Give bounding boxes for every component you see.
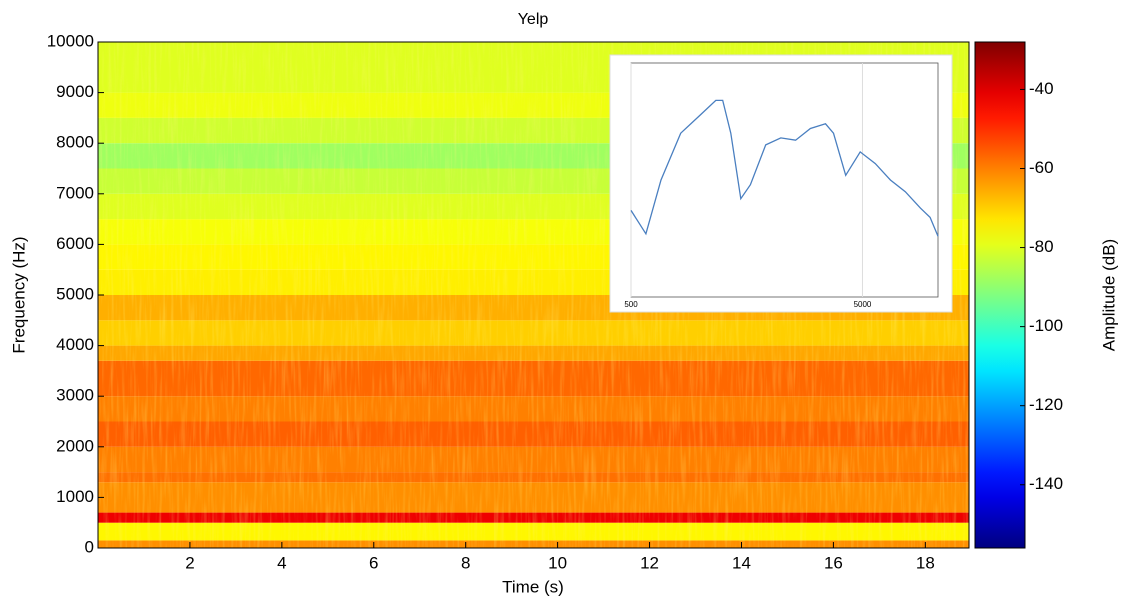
y-tick-label: 5000 <box>56 284 94 303</box>
y-tick-label: 8000 <box>56 133 94 152</box>
x-tick-label: 10 <box>548 553 567 572</box>
y-tick-label: 7000 <box>56 183 94 202</box>
y-axis-label: Frequency (Hz) <box>9 236 28 353</box>
inset-x-tick-label: 5000 <box>854 300 872 309</box>
inset-x-tick-label: 500 <box>624 300 638 309</box>
colorbar-tick-label: -60 <box>1029 158 1054 177</box>
x-tick-label: 4 <box>277 553 286 572</box>
colorbar-tick-label: -100 <box>1029 316 1063 335</box>
x-tick-label: 6 <box>369 553 378 572</box>
y-tick-label: 6000 <box>56 234 94 253</box>
x-tick-label: 14 <box>732 553 751 572</box>
x-tick-label: 12 <box>640 553 659 572</box>
y-tick-label: 1000 <box>56 487 94 506</box>
colorbar-tick-label: -80 <box>1029 237 1054 256</box>
y-tick-label: 2000 <box>56 436 94 455</box>
colorbar-label: Amplitude (dB) <box>1099 239 1118 351</box>
y-tick-label: 4000 <box>56 335 94 354</box>
inset-background <box>609 54 953 313</box>
x-tick-label: 8 <box>461 553 470 572</box>
x-tick-label: 16 <box>824 553 843 572</box>
y-tick-label: 9000 <box>56 82 94 101</box>
colorbar <box>974 41 1026 549</box>
x-tick-label: 2 <box>185 553 194 572</box>
colorbar-tick-label: -120 <box>1029 395 1063 414</box>
x-tick-label: 18 <box>916 553 935 572</box>
colorbar-tick-label: -40 <box>1029 79 1054 98</box>
y-tick-label: 10000 <box>47 31 94 50</box>
chart-title: Yelp <box>518 11 549 28</box>
inset-line <box>630 99 939 237</box>
colorbar-tick-label: -140 <box>1029 474 1063 493</box>
y-tick-label: 0 <box>85 537 94 556</box>
y-tick-label: 3000 <box>56 386 94 405</box>
x-axis-label: Time (s) <box>502 577 564 596</box>
